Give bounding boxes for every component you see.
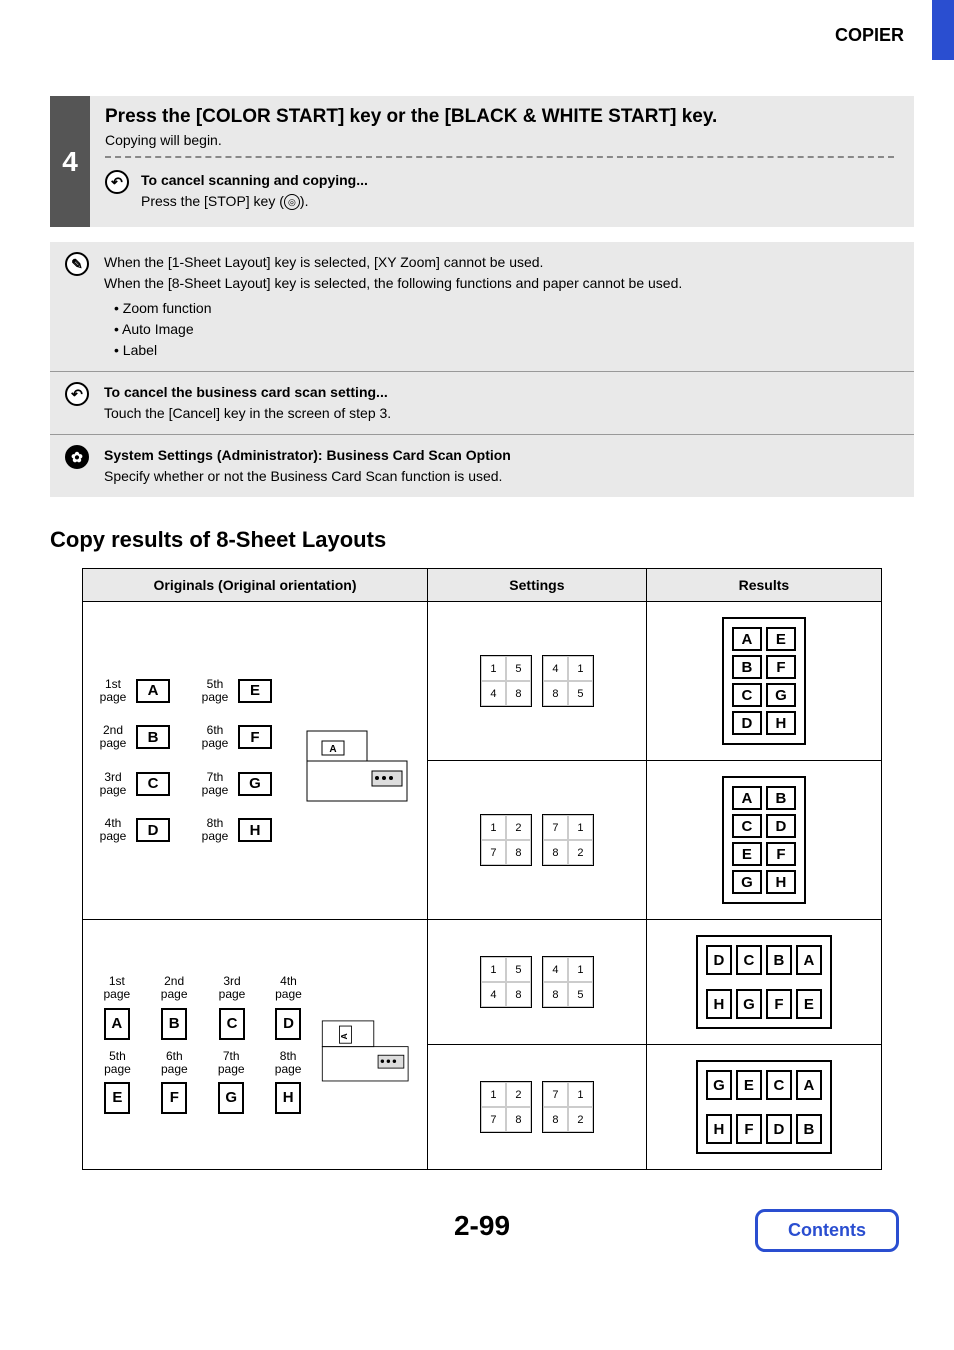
step-block: 4 Press the [COLOR START] key or the [BL… [50,96,914,227]
section-title: Copy results of 8-Sheet Layouts [50,527,914,553]
originals-portrait: 1st pageA 2nd pageB 3rd pageC 4th pageD … [83,920,428,1170]
panel-icon: 71 82 [542,1081,594,1133]
layout-table: Originals (Original orientation) Setting… [82,568,882,1170]
gear-note: System Settings (Administrator): Busines… [104,445,899,487]
cancel-note: To cancel scanning and copying... Press … [141,170,894,212]
svg-text:A: A [329,744,336,755]
panel-icon: 12 78 [480,814,532,866]
originals-landscape: 1st pageA 2nd pageB 3rd pageC 4th pageD … [83,602,428,920]
stop-icon: ◎ [284,194,300,210]
back-icon: ↶ [105,170,129,194]
back-icon: ↶ [65,382,89,406]
gear-icon: ✿ [65,445,89,469]
step-title: Press the [COLOR START] key or the [BLAC… [105,106,894,128]
settings-4: 12 78 71 82 [428,1045,647,1170]
pencil-icon: ✎ [65,252,89,276]
step-number: 4 [50,96,90,227]
settings-1: 15 48 41 85 [428,602,647,761]
notes-block: ✎ When the [1-Sheet Layout] key is selec… [50,242,914,497]
panel-icon: 41 85 [542,655,594,707]
col-results: Results [646,569,881,602]
panel-icon: 12 78 [480,1081,532,1133]
panel-icon: 15 48 [480,655,532,707]
col-settings: Settings [428,569,647,602]
result-3: DCBA HGFE [646,920,881,1045]
panel-icon: 41 85 [542,956,594,1008]
settings-2: 12 78 71 82 [428,761,647,920]
header: COPIER [50,0,914,46]
pencil-note: When the [1-Sheet Layout] key is selecte… [104,252,899,361]
step-subtitle: Copying will begin. [105,132,894,148]
back-note: To cancel the business card scan setting… [104,382,899,424]
panel-icon: 15 48 [480,956,532,1008]
contents-button[interactable]: Contents [755,1209,899,1252]
result-1: AE BF CG DH [646,602,881,761]
result-2: AB CD EF GH [646,761,881,920]
copier-landscape-icon: A [302,711,412,806]
col-originals: Originals (Original orientation) [83,569,428,602]
panel-icon: 71 82 [542,814,594,866]
header-title: COPIER [835,25,904,46]
result-4: GECA HFDB [646,1045,881,1170]
dashed-separator [105,156,894,158]
copier-portrait-icon: A [318,997,412,1092]
svg-text:A: A [339,1033,349,1039]
settings-3: 15 48 41 85 [428,920,647,1045]
